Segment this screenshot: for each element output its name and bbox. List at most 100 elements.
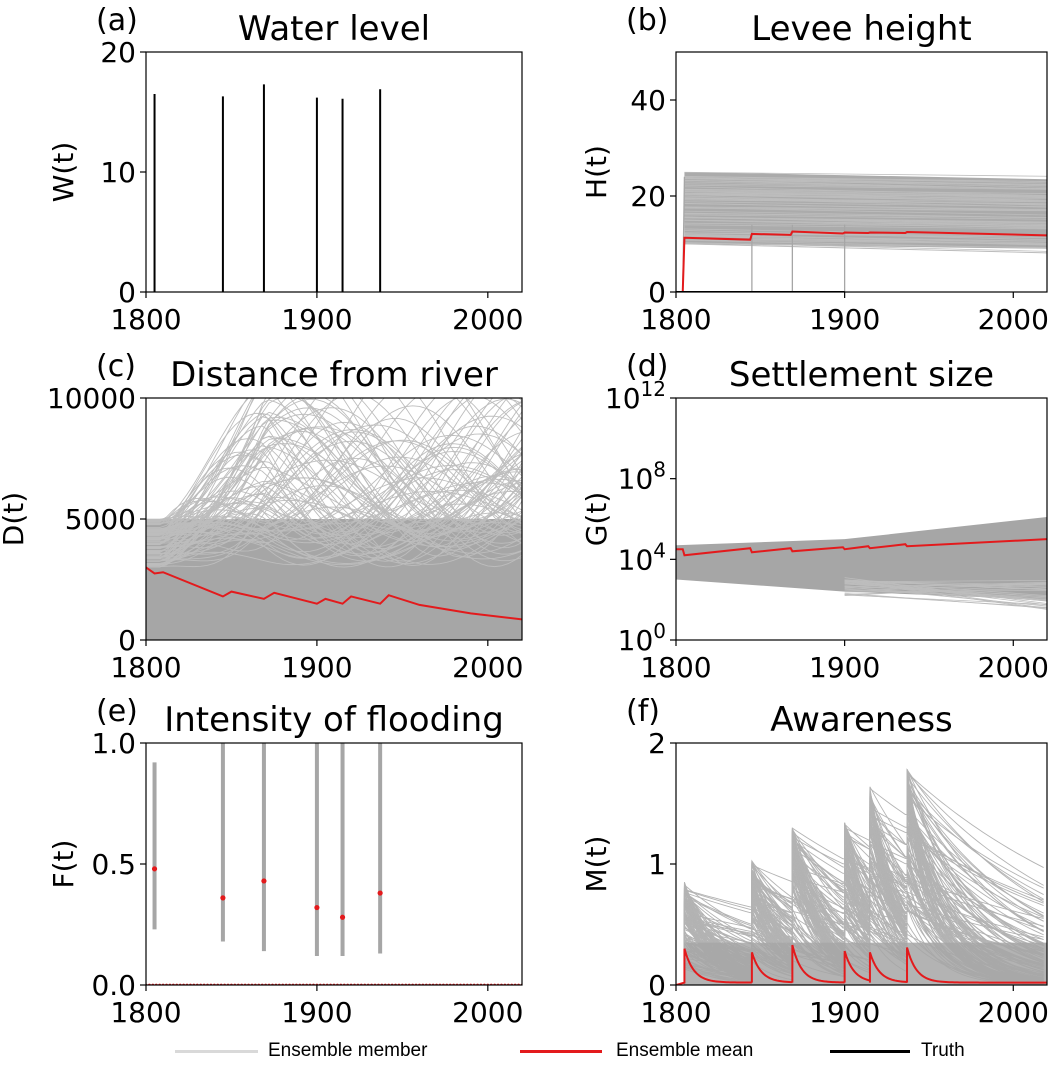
axes-frame	[675, 397, 1048, 641]
legend-label-ensemble-mean: Ensemble mean	[616, 1040, 754, 1061]
ensemble-member-line	[844, 579, 1047, 591]
ensemble-member-line	[684, 216, 1047, 227]
x-tick-label: 1800	[640, 651, 711, 684]
ensemble-member-line	[146, 466, 522, 521]
ensemble-member-line	[684, 210, 1047, 219]
ensemble-member-line	[146, 482, 522, 565]
ensemble-member-line	[684, 193, 1047, 202]
legend-swatch-ensemble-mean	[520, 1050, 602, 1053]
ensemble-member-line	[684, 191, 1047, 201]
y-tick-label: 1	[648, 848, 666, 881]
y-axis-label: D(t)	[0, 492, 30, 546]
panel-letter: (c)	[96, 349, 136, 384]
panel-settlement-size: 1800 1900 20001001041081012G(t)Settlement …	[580, 349, 1049, 684]
legend-swatch-ensemble-member	[175, 1050, 258, 1053]
ensemble-member-line	[146, 453, 522, 568]
ensemble-member-line	[146, 443, 522, 559]
panel-letter: (d)	[626, 349, 668, 384]
ensemble-member-line	[684, 224, 1047, 230]
ensemble-member-line	[844, 594, 1047, 605]
ensemble-member-line	[684, 243, 1047, 254]
ensemble-member-line	[146, 469, 522, 540]
ensemble-member-line	[146, 433, 522, 546]
y-axis-label: W(t)	[47, 142, 80, 203]
x-tick-label: 2000	[452, 996, 523, 1029]
ensemble-mean-point	[339, 914, 346, 920]
panel-water-level: 1800 1900 2000 0 10 20 W(t) Water level (a)	[47, 3, 523, 336]
panel-letter: (a)	[96, 3, 138, 38]
ensemble-member-line	[146, 517, 522, 566]
y-tick-label: 0	[118, 276, 136, 309]
y-tick-label: 1.0	[91, 727, 136, 760]
ensemble-mean-point	[261, 878, 267, 884]
x-tick-label: 1800	[110, 303, 181, 336]
panel-title: Settlement size	[729, 355, 994, 395]
ensemble-member-line	[684, 239, 1047, 249]
x-tick-label: 1800	[640, 996, 711, 1029]
ensemble-member-line	[676, 792, 1044, 985]
x-tick-label: 2000	[452, 651, 523, 684]
ensemble-member-line	[146, 421, 522, 568]
ensemble-member-line	[684, 179, 1047, 190]
y-tick-label: 1012	[605, 377, 666, 415]
x-tick-label: 1800	[110, 651, 181, 684]
ensemble-member-line	[676, 792, 1044, 985]
panel-letter: (f)	[626, 694, 660, 729]
y-axis-label: F(t)	[47, 840, 80, 889]
plot-area-water-level	[153, 84, 382, 292]
ensemble-member-line	[146, 503, 522, 559]
y-axis-label: M(t)	[580, 836, 613, 893]
ensemble-member-line	[684, 197, 1047, 208]
ensemble-member-line	[684, 189, 1047, 197]
axes-frame	[675, 51, 1048, 293]
ensemble-member-line	[844, 579, 1047, 606]
ensemble-member-line	[146, 450, 522, 553]
ensemble-member-line	[146, 398, 522, 535]
ensemble-member-line	[684, 199, 1047, 205]
y-tick-base: 10	[605, 382, 641, 415]
axes-frame	[145, 51, 523, 293]
y-tick-label: 2	[648, 727, 666, 760]
x-tick-label: 1900	[809, 651, 880, 684]
x-tick-label: 1900	[809, 303, 880, 336]
x-tick-label: 1900	[281, 996, 352, 1029]
ensemble-member-line	[146, 398, 522, 534]
y-tick-exponent: 12	[641, 377, 666, 401]
y-tick-label: 0.5	[91, 848, 136, 881]
y-tick-label: 5000	[65, 503, 136, 536]
y-tick-exponent: 4	[653, 538, 666, 562]
ensemble-member-line	[146, 506, 522, 560]
plot-area-intensity-of-flooding	[146, 743, 522, 985]
ensemble-member-line	[684, 235, 1047, 246]
y-tick-label: 0	[118, 624, 136, 657]
ensemble-member-line	[684, 192, 1047, 198]
y-tick-exponent: 8	[653, 458, 666, 482]
x-tick-label: 1800	[110, 996, 181, 1029]
ensemble-member-line	[146, 427, 522, 533]
ensemble-member-line	[146, 424, 522, 521]
ensemble-member-line	[684, 188, 1047, 194]
x-tick-label: 2000	[978, 303, 1049, 336]
y-tick-label: 0	[648, 969, 666, 1002]
ensemble-member-line	[684, 190, 1047, 197]
panel-distance-from-river: 1800 1900 2000 0 5000 10000 D(t) Distance from …	[0, 349, 523, 684]
ensemble-member-line	[684, 214, 1047, 220]
panel-letter: (b)	[626, 3, 668, 38]
ensemble-member-line	[146, 398, 522, 531]
y-tick-label: 108	[618, 458, 666, 496]
y-tick-label: 0	[648, 276, 666, 309]
ensemble-member-line	[146, 398, 522, 541]
y-tick-label: 104	[618, 538, 666, 576]
ensemble-member-line	[146, 446, 522, 566]
panel-title: Intensity of flooding	[164, 700, 504, 740]
panel-levee-height: 1800 1900 2000 0 20 40 H(t) Levee height (b)	[580, 3, 1049, 336]
ensemble-member-line	[146, 477, 522, 532]
x-tick-label: 1900	[809, 996, 880, 1029]
y-tick-base: 10	[618, 463, 654, 496]
panel-title: Distance from river	[170, 355, 498, 395]
ensemble-member-line	[146, 398, 522, 535]
x-tick-label: 2000	[978, 996, 1049, 1029]
ensemble-mean-line	[676, 538, 1047, 557]
ensemble-mean-point	[151, 866, 158, 872]
